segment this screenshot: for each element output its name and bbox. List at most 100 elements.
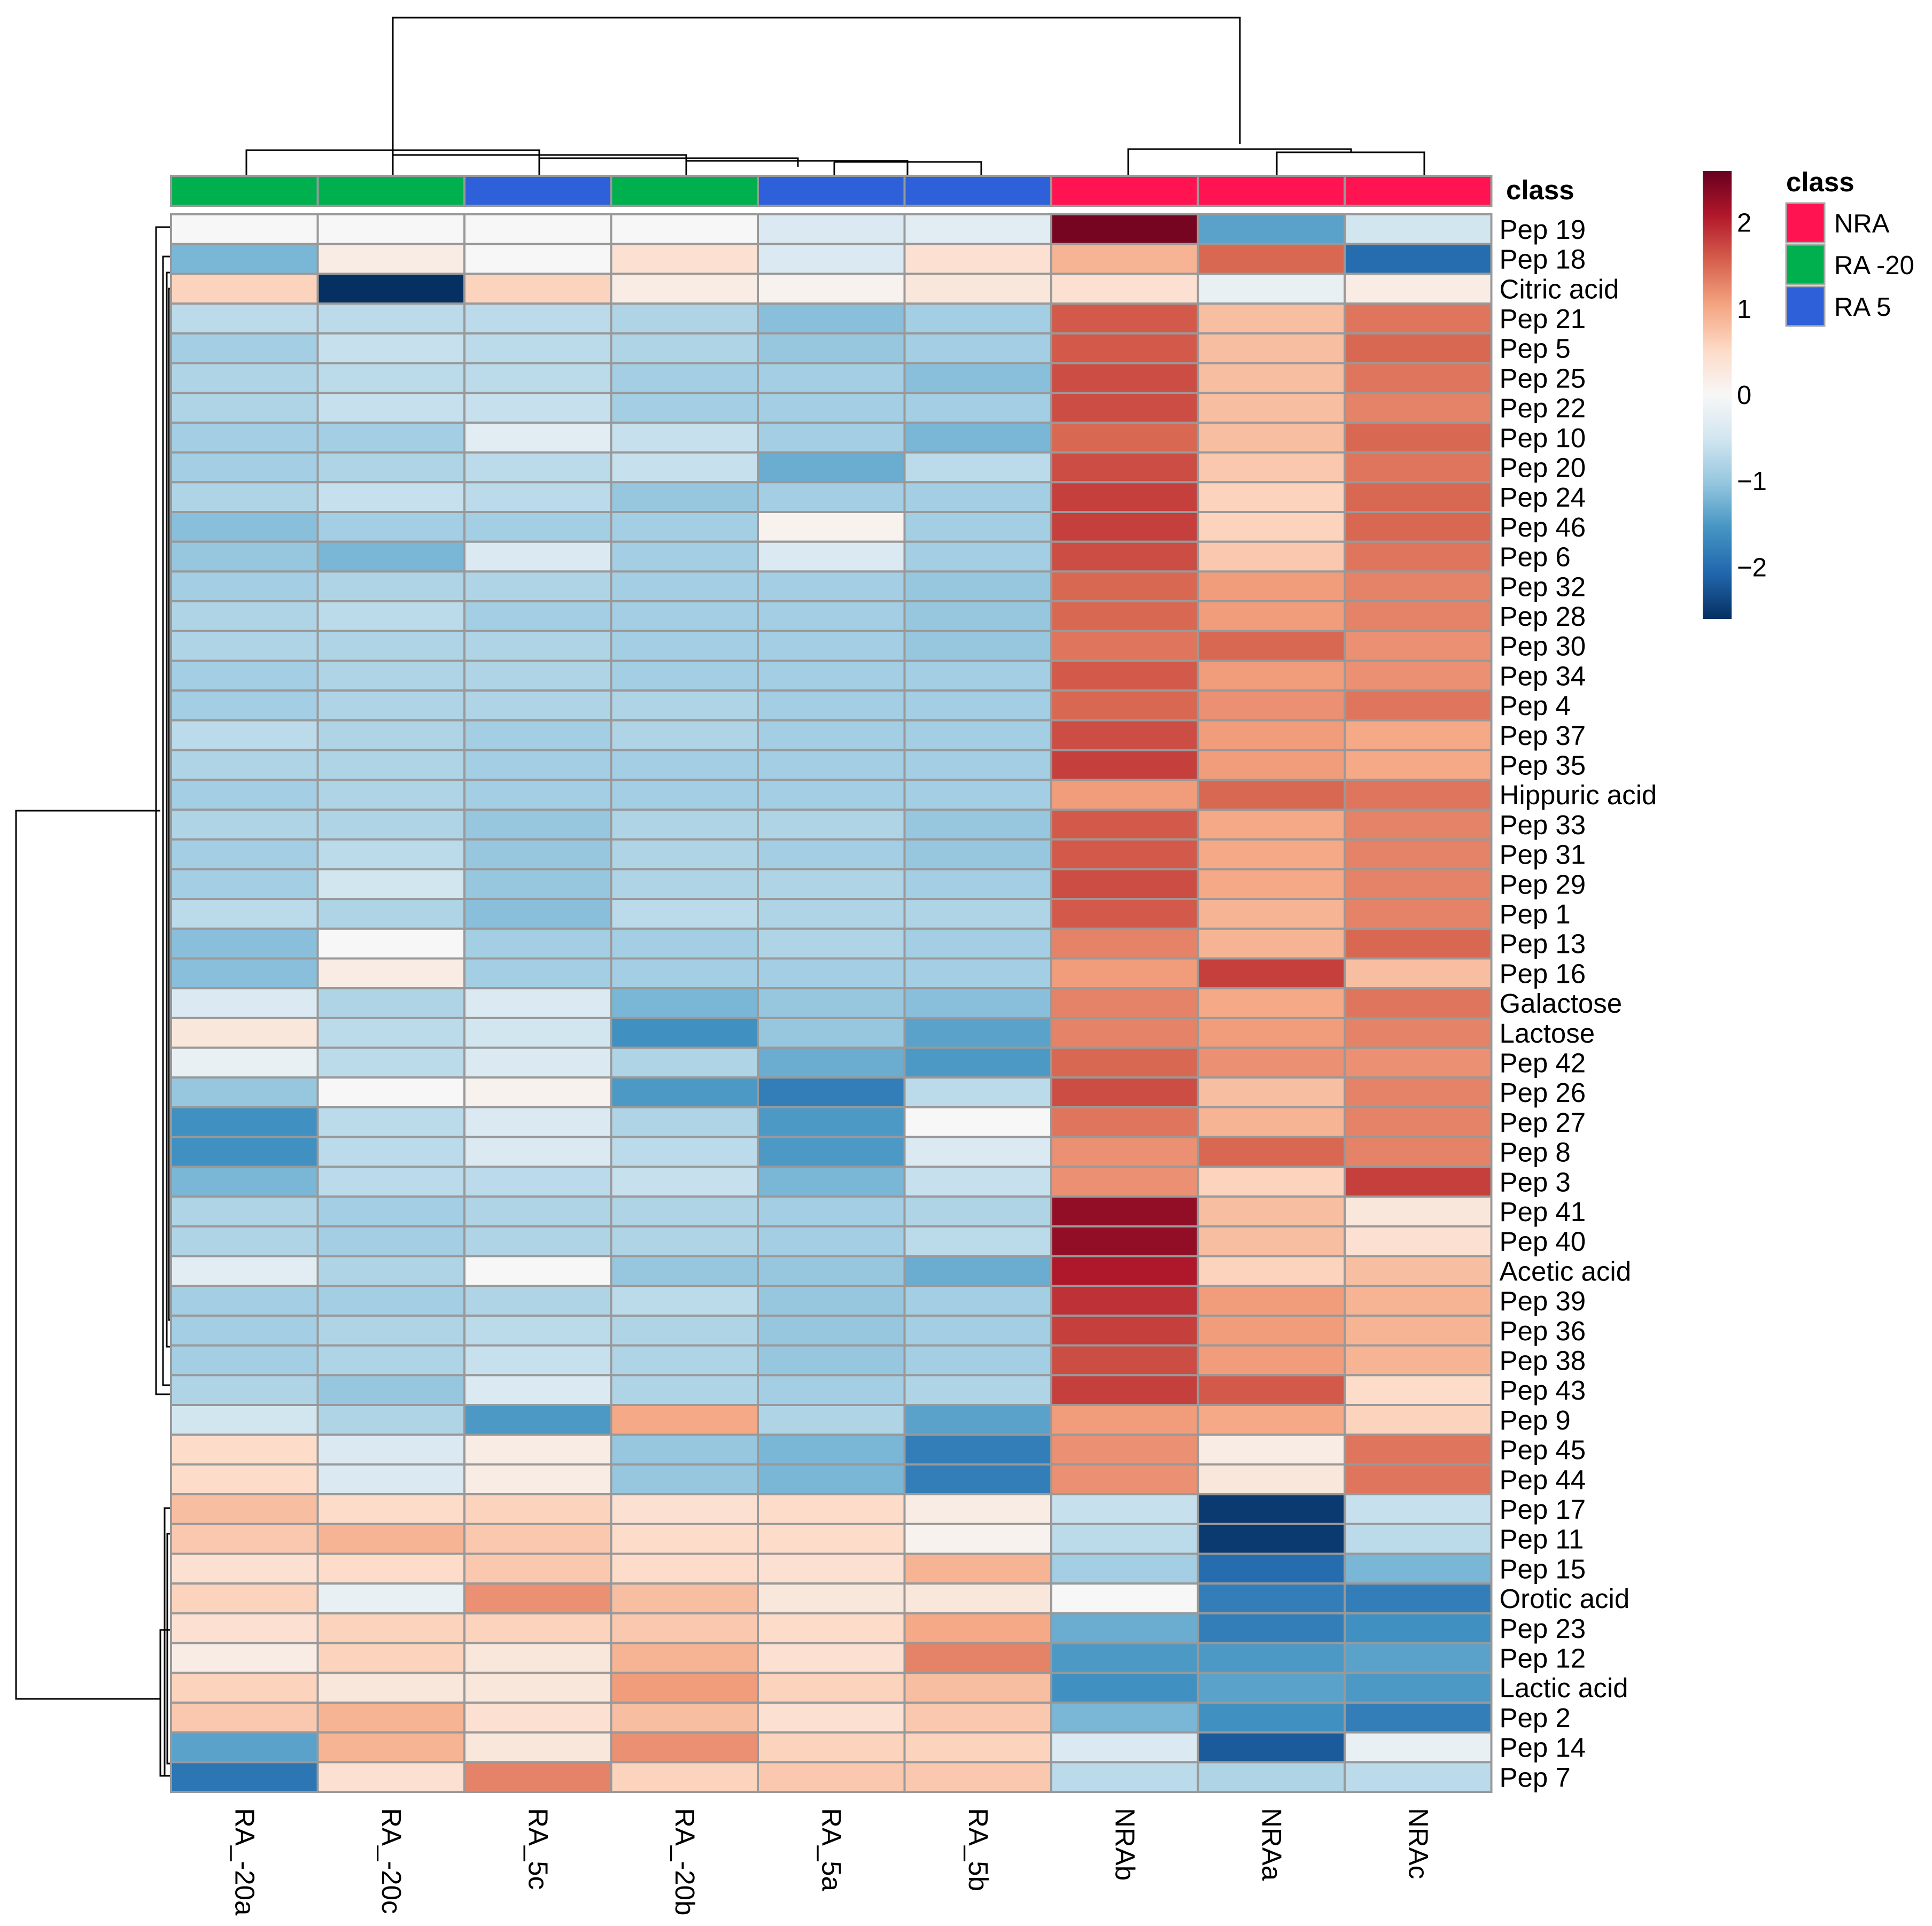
heatmap-cell xyxy=(757,868,906,900)
heatmap-cell xyxy=(903,1016,1052,1049)
heatmap-cell xyxy=(610,1136,759,1168)
heatmap-cell xyxy=(1197,1225,1346,1257)
heatmap-cell xyxy=(463,1166,612,1198)
heatmap-cell xyxy=(1197,362,1346,394)
heatmap-cell xyxy=(903,302,1052,335)
heatmap-cell xyxy=(316,749,465,781)
heatmap-cell xyxy=(757,1672,906,1704)
heatmap-cell xyxy=(1344,1046,1493,1079)
heatmap-cell xyxy=(1344,1552,1493,1585)
heatmap-cell xyxy=(170,1076,319,1109)
heatmap-cell xyxy=(610,481,759,513)
heatmap-cell xyxy=(170,1642,319,1674)
heatmap-cell xyxy=(1344,868,1493,900)
heatmap-cell xyxy=(903,987,1052,1019)
row-label: Hippuric acid xyxy=(1500,780,1657,810)
heatmap-cell xyxy=(903,1195,1052,1228)
heatmap-cell xyxy=(1197,332,1346,364)
heatmap-cell xyxy=(1050,1046,1199,1079)
class-annotation-track xyxy=(170,175,1493,207)
row-label: Pep 23 xyxy=(1500,1613,1586,1644)
heatmap-cell xyxy=(1344,1225,1493,1257)
row-label: Pep 33 xyxy=(1500,810,1586,840)
heatmap-cell xyxy=(1197,1642,1346,1674)
heatmap-cell xyxy=(903,392,1052,424)
heatmap-cell xyxy=(463,868,612,900)
heatmap-cell xyxy=(1344,1642,1493,1674)
column-label: NRAb xyxy=(1109,1808,1140,1881)
heatmap-cell xyxy=(903,1076,1052,1109)
heatmap-cell xyxy=(170,1255,319,1287)
heatmap-cell xyxy=(610,392,759,424)
heatmap-cell xyxy=(757,392,906,424)
heatmap-cell xyxy=(757,898,906,930)
heatmap-cell xyxy=(463,421,612,454)
heatmap-cell xyxy=(316,1612,465,1644)
heatmap-cell xyxy=(316,511,465,543)
heatmap-cell xyxy=(316,630,465,662)
heatmap-cell xyxy=(757,1702,906,1734)
heatmap-cell xyxy=(170,1225,319,1257)
heatmap-cell xyxy=(903,1344,1052,1377)
heatmap-cell xyxy=(610,1255,759,1287)
heatmap-cell xyxy=(1344,1195,1493,1228)
heatmap-cell xyxy=(1050,332,1199,364)
heatmap-cell xyxy=(903,511,1052,543)
heatmap-cell xyxy=(463,630,612,662)
heatmap-cell xyxy=(1344,1076,1493,1109)
heatmap-cell xyxy=(463,540,612,573)
heatmap-cell xyxy=(1344,600,1493,632)
heatmap-cell xyxy=(170,779,319,811)
heatmap-cell xyxy=(316,779,465,811)
heatmap-cell xyxy=(463,213,612,245)
column-label: RA_5a xyxy=(816,1808,847,1892)
heatmap-cell xyxy=(1050,1731,1199,1764)
heatmap-cell xyxy=(463,838,612,871)
heatmap-cell xyxy=(170,1285,319,1317)
heatmap-cell xyxy=(1197,987,1346,1019)
heatmap-cell xyxy=(170,1612,319,1644)
heatmap-cell xyxy=(1197,659,1346,692)
column-label: NRAa xyxy=(1256,1808,1287,1881)
row-label: Pep 44 xyxy=(1500,1464,1586,1495)
heatmap-cell xyxy=(757,362,906,394)
heatmap-cell xyxy=(610,570,759,603)
heatmap-cell xyxy=(1050,1314,1199,1347)
heatmap-cell xyxy=(1050,1285,1199,1317)
heatmap-cell xyxy=(316,302,465,335)
heatmap-cell xyxy=(1197,1552,1346,1585)
heatmap-cell xyxy=(610,1493,759,1525)
heatmap-cell xyxy=(1344,749,1493,781)
heatmap-cell xyxy=(463,481,612,513)
heatmap-cell xyxy=(1344,1433,1493,1466)
heatmap-cell xyxy=(610,1166,759,1198)
row-label: Pep 45 xyxy=(1500,1435,1586,1465)
heatmap-cell xyxy=(463,1016,612,1049)
heatmap-cell xyxy=(610,243,759,275)
row-label: Pep 14 xyxy=(1500,1733,1586,1763)
row-label: Pep 12 xyxy=(1500,1643,1586,1673)
heatmap-cell xyxy=(170,868,319,900)
heatmap-cell xyxy=(757,719,906,751)
heatmap-cell xyxy=(1197,1731,1346,1764)
heatmap-cell xyxy=(757,1731,906,1764)
heatmap-cell xyxy=(316,1225,465,1257)
heatmap-cell xyxy=(1344,1731,1493,1764)
heatmap-cell xyxy=(1344,213,1493,245)
legend-label: RA 5 xyxy=(1834,293,1891,322)
heatmap-cells xyxy=(170,213,1493,1793)
heatmap-cell xyxy=(463,957,612,990)
heatmap-cell xyxy=(903,719,1052,751)
colorbar xyxy=(1703,171,1732,619)
heatmap-cell xyxy=(1344,689,1493,721)
heatmap-cell xyxy=(1344,1761,1493,1793)
heatmap-cell xyxy=(757,1493,906,1525)
heatmap-cell xyxy=(170,1463,319,1496)
heatmap-cell xyxy=(1050,1166,1199,1198)
heatmap-cell xyxy=(1344,1136,1493,1168)
heatmap-cell xyxy=(1197,1702,1346,1734)
heatmap-cell xyxy=(610,1076,759,1109)
heatmap-cell xyxy=(316,1523,465,1555)
heatmap-cell xyxy=(903,1255,1052,1287)
color-scale: 2 1 0 −1 −2 xyxy=(1703,171,1767,619)
